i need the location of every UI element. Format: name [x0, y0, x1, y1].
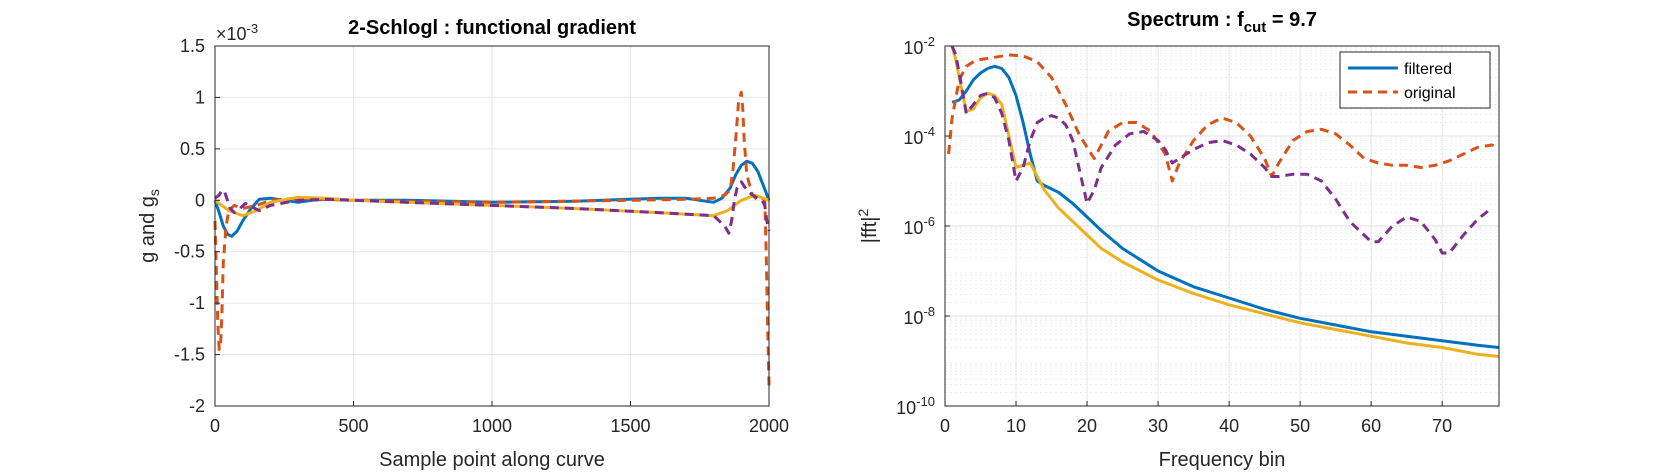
x-tick-label: 50: [1290, 416, 1310, 436]
series-line-3: [214, 180, 771, 235]
spectrum-chart: 0 10 20 30 40 50 60 70 10-10 10-8 10-6 10-4 10-2 Sp…: [855, 9, 1500, 471]
x-tick-label: 30: [1148, 416, 1168, 436]
legend-label-filtered: filtered: [1404, 61, 1452, 78]
x-tick-label: 1000: [472, 416, 512, 436]
x-tick-labels: 0 500 1000 1500 2000: [210, 416, 789, 436]
y-tick-label: -1: [189, 293, 205, 313]
y-tick-labels: 10-10 10-8 10-6 10-4 10-2: [896, 34, 935, 418]
y-tick-label: 10-10: [896, 394, 935, 418]
y-tick-label: 10-8: [903, 304, 935, 328]
legend-box: [1339, 51, 1491, 109]
x-tick-label: 500: [338, 416, 368, 436]
y-tick-labels: -2 -1.5 -1 -0.5 0 0.5 1 1.5: [174, 36, 205, 416]
y-tick-label: 1.5: [180, 36, 205, 56]
y-tick-label: -2: [189, 396, 205, 416]
x-tick-label: 40: [1219, 416, 1239, 436]
series-lines: [947, 45, 1500, 358]
x-tick-label: 0: [940, 416, 950, 436]
y-tick-label: 0.5: [180, 139, 205, 159]
tick-marks: [214, 45, 770, 407]
y-axis-label: g and gs: [137, 189, 162, 263]
x-tick-labels: 0 10 20 30 40 50 60 70: [940, 416, 1452, 436]
series-line-1: [947, 53, 1500, 183]
x-tick-label: 1500: [610, 416, 650, 436]
x-tick-label: 10: [1006, 416, 1026, 436]
legend-label-original: original: [1404, 85, 1456, 102]
x-axis-label: Sample point along curve: [379, 449, 605, 471]
tick-marks: [944, 45, 1443, 407]
y-tick-label: -0.5: [174, 242, 205, 262]
grid: [214, 45, 770, 407]
x-tick-label: 20: [1077, 416, 1097, 436]
x-tick-label: 0: [210, 416, 220, 436]
chart-title: Spectrum : fcut = 9.7: [1127, 9, 1317, 36]
y-tick-label: 10-2: [903, 34, 935, 58]
exponent-label: ×10-3: [216, 21, 258, 44]
x-axis-label: Frequency bin: [1159, 449, 1286, 471]
legend: filtered original: [1339, 51, 1491, 109]
series-line-3: [950, 45, 1493, 255]
chart-title: 2-Schlogl : functional gradient: [348, 17, 636, 39]
series-line-0: [951, 64, 1500, 349]
y-tick-label: 10-6: [903, 214, 935, 238]
x-tick-label: 60: [1361, 416, 1381, 436]
y-axis-label: |fft|2: [855, 209, 881, 244]
gradient-chart: 0 500 1000 1500 2000 -2 -1.5 -1 -0.5 0 0.5 1 1.5 ×1…: [137, 17, 789, 471]
series-lines: [213, 90, 771, 386]
y-tick-label: 0: [195, 190, 205, 210]
x-tick-label: 70: [1432, 416, 1452, 436]
y-tick-label: 1: [195, 87, 205, 107]
y-tick-label: 10-4: [903, 124, 935, 148]
y-tick-label: -1.5: [174, 345, 205, 365]
x-tick-label: 2000: [749, 416, 789, 436]
